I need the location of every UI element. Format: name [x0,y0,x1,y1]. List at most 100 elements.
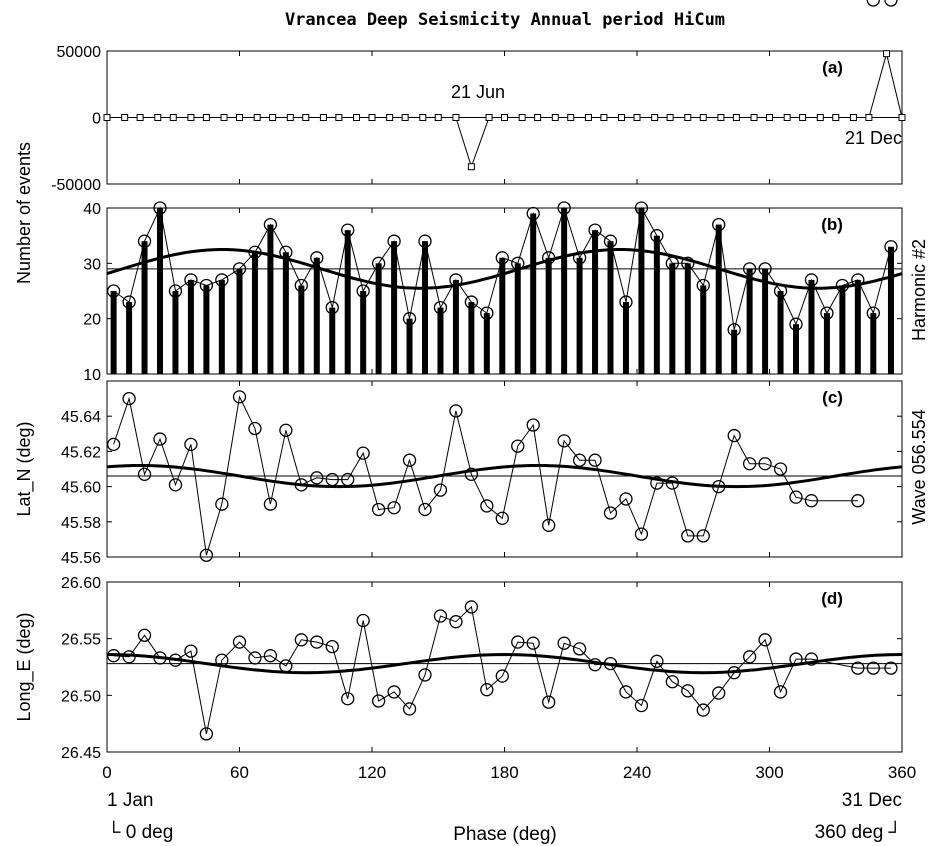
annotation-21-jun: 21 Jun [451,82,505,102]
y-tick-label: 45.56 [61,550,101,567]
y-tick-label: 10 [83,367,101,384]
right-label-wave: Wave 056.554 [909,409,929,524]
data-point [402,702,417,716]
bar [329,307,336,374]
data-point [187,114,195,121]
bar [172,291,179,374]
data-point [325,472,339,487]
data-point [804,652,819,666]
data-point [681,256,695,270]
data-point [236,114,243,121]
x-axis-label: Phase (deg) [453,824,557,845]
data-point [310,471,324,485]
bar [360,291,367,374]
y-tick-label: 26.45 [61,745,101,762]
data-point [480,683,494,697]
data-point [137,467,152,481]
data-point [727,428,741,443]
data-point [884,240,898,254]
data-point [650,476,664,490]
data-point [766,114,773,121]
data-point [534,114,542,121]
bar [157,208,163,374]
data-point [232,262,247,276]
data-point [495,511,509,525]
panel-label: (d) [821,589,843,608]
data-point [696,703,710,717]
data-point [866,306,880,320]
bar [298,285,305,374]
bar [406,318,413,374]
data-point [153,651,167,665]
bar [576,257,583,374]
data-point [368,114,376,121]
chart-title: Vrancea Deep Seismicity Annual period Hi… [285,10,725,30]
data-point [310,635,324,649]
bar [126,302,133,374]
data-point [684,114,692,121]
data-point [495,669,509,683]
data-point [184,644,198,658]
shared-y-axis-label: Number of events [14,142,34,284]
bar [607,241,614,374]
bar [267,224,274,374]
data-point [650,229,664,243]
x-axis: 0 60 120 180 240 300 360 [102,763,916,782]
data-point [153,432,167,446]
bar [141,241,148,374]
data-point [387,685,401,699]
data-point [452,114,460,121]
data-point [651,114,659,121]
data-point [603,234,618,248]
data-point [480,499,494,513]
data-point [199,548,214,562]
bar [218,279,225,374]
bar [499,257,506,374]
data-point [419,114,427,121]
bar [422,241,428,374]
data-point [542,695,556,709]
data-point [758,457,772,471]
data-point [263,649,278,663]
y-tick-label: 50000 [57,44,102,61]
data-point [449,615,463,629]
bar [282,252,289,374]
data-point [248,421,262,436]
data-point [215,497,229,511]
data-point [884,0,898,7]
data-point [341,692,355,706]
bar [110,291,117,374]
x-tick-label: 240 [623,763,651,782]
bar [592,230,599,374]
data-point [666,114,674,121]
data-point [401,114,409,121]
data-point [603,656,618,671]
data-point [758,262,772,276]
x-tick-label: 0 [102,763,111,782]
data-point [865,114,873,121]
panel-y-axis-label: Long_E (deg) [14,612,35,721]
data-point [712,217,726,232]
bar [622,302,629,374]
data-point [783,114,791,121]
bar [514,263,521,374]
data-point [773,284,788,298]
data-point [717,114,725,121]
data-point [526,636,540,650]
data-point [199,727,214,741]
data-point [603,506,618,520]
data-point [433,300,448,315]
data-point [832,114,840,121]
bar [700,285,707,374]
data-point [634,698,649,713]
bar [669,263,676,374]
data-point [199,278,214,293]
bar [870,313,877,374]
bar [684,263,691,374]
data-point [103,114,111,121]
data-point [294,633,308,647]
data-point [789,652,803,666]
bar [715,224,722,374]
data-point [572,251,587,265]
